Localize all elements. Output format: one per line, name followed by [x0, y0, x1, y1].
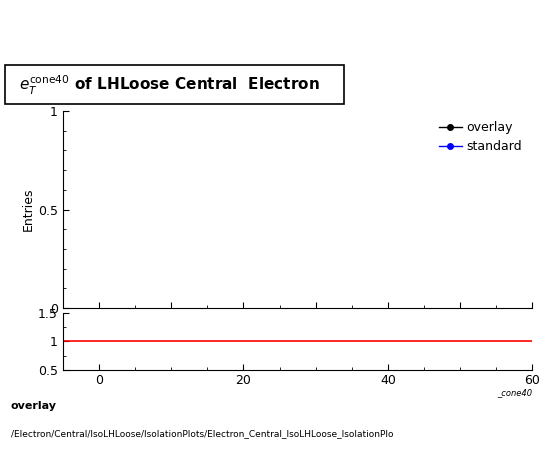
Text: _cone40: _cone40 [497, 388, 532, 397]
Legend: overlay, standard: overlay, standard [436, 117, 526, 157]
Text: overlay: overlay [11, 401, 57, 411]
Text: $e_T^{\mathsf{cone40}}$ of LHLoose Central  Electron: $e_T^{\mathsf{cone40}}$ of LHLoose Centr… [19, 73, 320, 97]
Y-axis label: Entries: Entries [22, 188, 35, 231]
Text: /Electron/Central/IsoLHLoose/IsolationPlots/Electron_Central_IsoLHLoose_Isolatio: /Electron/Central/IsoLHLoose/IsolationPl… [11, 430, 394, 438]
